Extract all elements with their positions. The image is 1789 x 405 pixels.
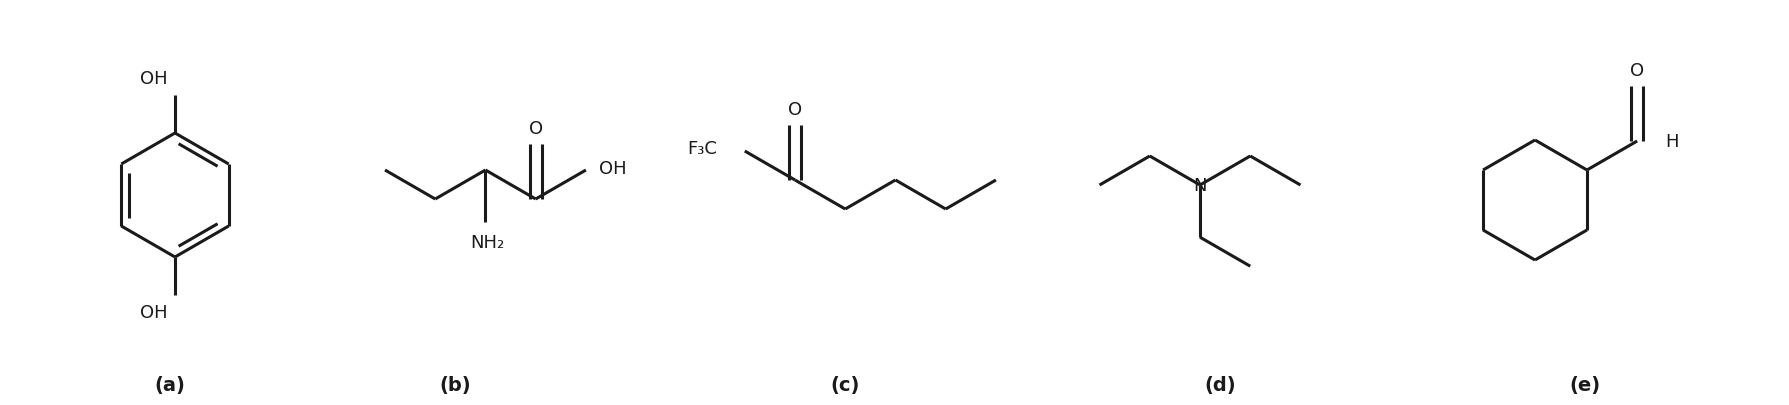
Text: OH: OH	[140, 303, 168, 321]
Text: H: H	[1666, 133, 1678, 151]
Text: (c): (c)	[830, 375, 861, 394]
Text: (e): (e)	[1569, 375, 1601, 394]
Text: NH₂: NH₂	[471, 234, 504, 252]
Text: O: O	[528, 119, 542, 138]
Text: O: O	[1630, 62, 1644, 80]
Text: F₃C: F₃C	[687, 140, 717, 158]
Text: O: O	[787, 101, 801, 119]
Text: OH: OH	[140, 70, 168, 88]
Text: OH: OH	[599, 160, 626, 177]
Text: (b): (b)	[438, 375, 471, 394]
Text: (a): (a)	[154, 375, 186, 394]
Text: N: N	[1193, 177, 1208, 194]
Text: (d): (d)	[1204, 375, 1236, 394]
